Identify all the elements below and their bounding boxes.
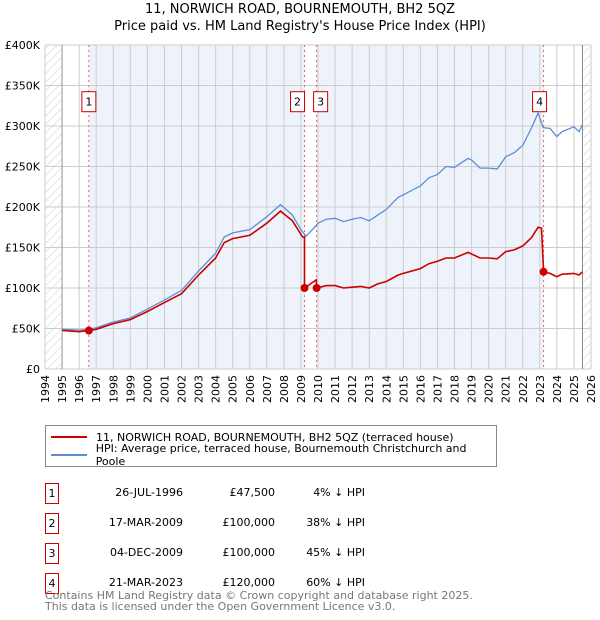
legend: 11, NORWICH ROAD, BOURNEMOUTH, BH2 5QZ (… [45,425,497,468]
sale-date: 21-MAR-2023 [108,576,183,589]
footer: Contains HM Land Registry data © Crown c… [45,590,473,612]
sale-number: 4 [45,573,59,594]
x-tick-label: 2017 [431,375,444,403]
x-tick-label: 2003 [193,375,206,403]
x-tick-label: 2024 [551,375,564,403]
footer-line-1: Contains HM Land Registry data © Crown c… [45,589,473,602]
x-tick-label: 1995 [56,375,69,403]
sale-price: £100,000 [222,546,276,559]
sale-row: 2 17-MAR-2009 £100,000 38% ↓ HPI [45,513,445,534]
sale-label-box [290,91,306,113]
x-tick-label: 2022 [517,375,530,403]
x-tick-label: 1998 [107,375,120,403]
sale-row: 3 04-DEC-2009 £100,000 45% ↓ HPI [45,543,445,564]
x-tick-label: 2019 [466,375,479,403]
sale-date: 04-DEC-2009 [109,546,183,559]
legend-item-property: 11, NORWICH ROAD, BOURNEMOUTH, BH2 5QZ (… [51,429,454,445]
property-price-line [62,210,584,333]
x-tick-label: 2009 [295,375,308,403]
sale-point [300,284,309,292]
sale-hpi-diff: 38% ↓ HPI [306,516,365,529]
sale-label-box [81,91,97,113]
x-tick-label: 2021 [500,375,513,403]
sale-price: £120,000 [222,576,276,589]
sale-label: 1 [85,96,92,109]
legend-swatch-blue [51,454,87,456]
x-tick-label: 2012 [346,375,359,403]
sale-date: 17-MAR-2009 [108,516,183,529]
x-tick-label: 1999 [124,375,137,403]
sale-label: 4 [536,96,543,109]
legend-item-hpi: HPI: Average price, terraced house, Bour… [51,442,496,468]
sale-hpi-diff: 45% ↓ HPI [306,546,365,559]
sale-price: £47,500 [229,486,276,499]
x-tick-label: 1994 [39,375,52,403]
y-tick-label: £50K [12,323,41,336]
legend-swatch-red [51,436,87,438]
x-tick-label: 2018 [449,375,462,403]
sale-label-box [532,91,548,113]
x-tick-label: 2006 [244,375,257,403]
sale-date: 26-JUL-1996 [115,486,183,499]
x-tick-label: 1997 [90,375,103,403]
y-tick-label: £100K [5,282,41,295]
plot-area: 1994 1995 1996 1997 1998 1999 2000 2001 2002 2003… [5,39,598,403]
sale-hpi-diff: 4% ↓ HPI [313,486,365,499]
chart-subtitle: Price paid vs. HM Land Registry's House … [114,19,486,34]
x-tick-label: 2020 [483,375,496,403]
y-tick-label: £300K [5,120,41,133]
x-tick-label: 2005 [227,375,240,403]
sale-label-box [313,91,329,113]
sale-label: 3 [317,96,324,109]
x-tick-label: 2001 [158,375,171,403]
x-tick-label: 1996 [73,375,86,403]
x-tick-label: 2026 [585,375,598,403]
x-tick-label: 2015 [397,375,410,403]
sale-label: 2 [294,96,301,109]
y-tick-label: £400K [5,39,41,52]
y-tick-label: £0 [26,363,40,376]
footer-line-2: This data is licensed under the Open Gov… [45,600,396,613]
x-tick-label: 2023 [534,375,547,403]
x-tick-label: 2000 [141,375,154,403]
sale-point [539,267,548,276]
hpi-line [62,111,584,331]
x-tick-label: 2007 [261,375,274,403]
y-tick-label: £150K [5,242,41,255]
sale-point [312,284,321,292]
x-tick-label: 2025 [568,375,581,403]
legend-label: 11, NORWICH ROAD, BOURNEMOUTH, BH2 5QZ (… [96,430,454,444]
sale-hpi-diff: 60% ↓ HPI [306,576,365,589]
x-tick-label: 2014 [380,375,393,403]
x-tick-label: 2016 [414,375,427,403]
y-tick-label: £200K [5,201,41,214]
y-tick-label: £250K [5,161,41,174]
x-tick-label: 2008 [278,375,291,403]
sale-row: 4 21-MAR-2023 £120,000 60% ↓ HPI [45,573,445,594]
sale-point [84,326,93,335]
y-tick-label: £350K [5,80,41,93]
x-tick-label: 2010 [312,375,325,403]
chart-title: 11, NORWICH ROAD, BOURNEMOUTH, BH2 5QZ [144,2,455,17]
sale-row: 1 26-JUL-1996 £47,500 4% ↓ HPI [45,483,445,504]
x-tick-label: 2011 [329,375,342,403]
sale-price: £100,000 [222,516,276,529]
sale-number: 1 [45,483,59,504]
legend-label: HPI: Average price, terraced house, Bour… [95,442,467,468]
sale-number: 3 [45,543,59,564]
x-tick-label: 2004 [210,375,223,403]
x-tick-label: 2002 [176,375,189,403]
x-tick-label: 2013 [363,375,376,403]
sale-number: 2 [45,513,59,534]
